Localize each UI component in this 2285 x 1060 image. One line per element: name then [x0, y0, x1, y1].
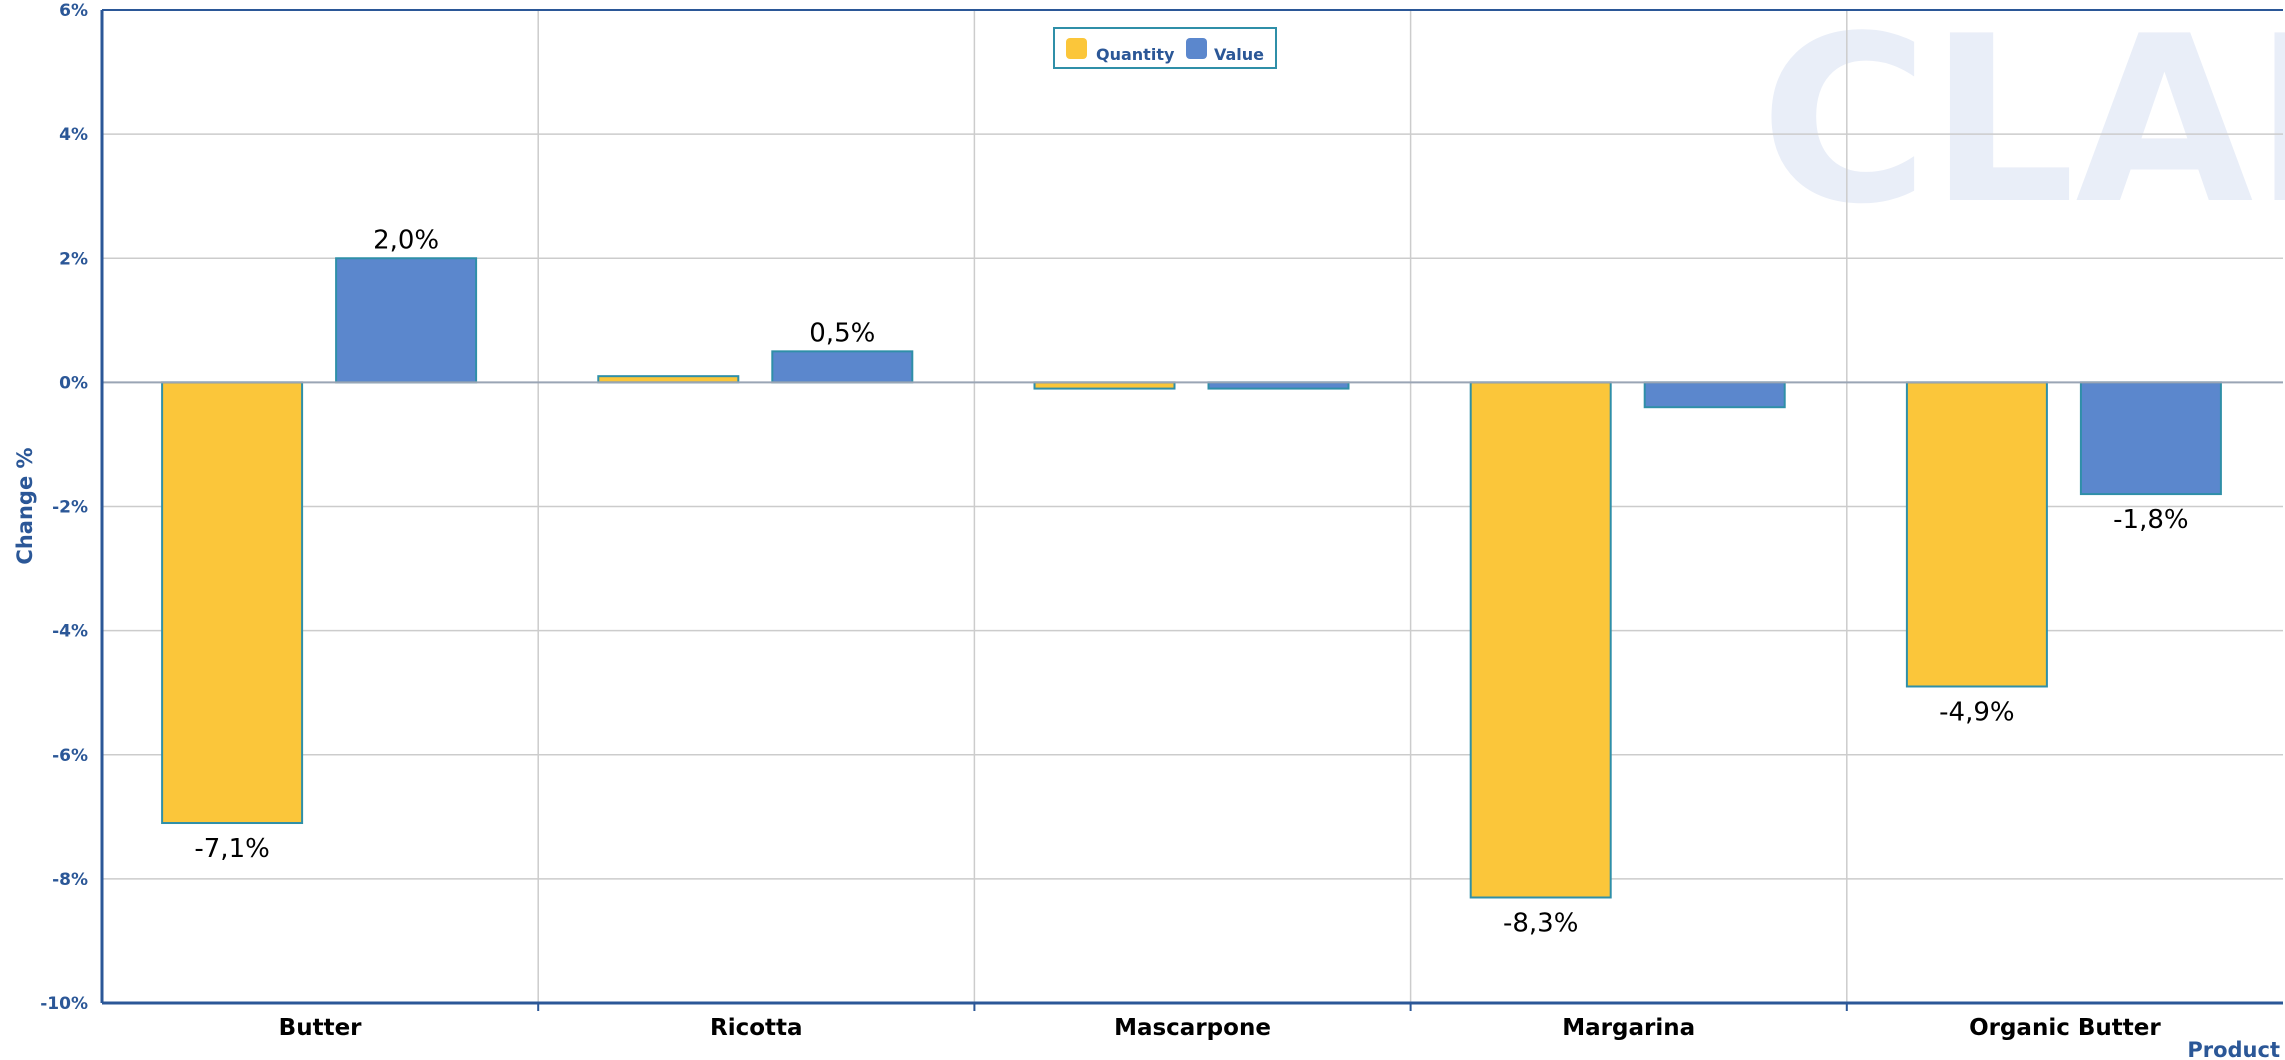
- y-tick-label: -2%: [52, 498, 88, 518]
- axes: [100, 9, 2283, 1011]
- legend-swatch-quantity: [1066, 38, 1087, 59]
- watermark: CLAL: [1760, 0, 2285, 255]
- data-label: -1,8%: [2113, 505, 2188, 535]
- data-label: -7,1%: [194, 834, 269, 864]
- bar-quantity-organic-butter: [1905, 381, 2048, 688]
- y-tick-label: 0%: [59, 373, 88, 393]
- y-tick-label: -8%: [52, 870, 88, 890]
- x-axis-title: Product: [2187, 1038, 2280, 1060]
- x-tick-label: Margarina: [1562, 1015, 1695, 1041]
- clal-watermark: CLAL: [1760, 0, 2285, 255]
- bar-value-butter: [335, 257, 478, 384]
- x-tick-label: Ricotta: [710, 1015, 803, 1041]
- data-label: -4,9%: [1939, 697, 2014, 727]
- bar-quantity-butter: [161, 381, 304, 825]
- legend-swatch-value: [1186, 38, 1207, 59]
- x-tick-label: Butter: [279, 1015, 362, 1041]
- y-tick-label: -10%: [40, 994, 88, 1014]
- x-tick-label: Organic Butter: [1969, 1015, 2161, 1041]
- legend-box: [1053, 27, 1277, 69]
- y-tick-label: 6%: [59, 1, 88, 21]
- bar-value-margarina: [1643, 381, 1786, 409]
- y-tick-label: -4%: [52, 622, 88, 642]
- y-tick-label: 2%: [59, 249, 88, 269]
- data-label: 2,0%: [373, 225, 439, 255]
- bar-quantity-margarina: [1469, 381, 1612, 899]
- legend-label-value: Value: [1214, 45, 1264, 64]
- data-label: -8,3%: [1503, 908, 1578, 938]
- labels: 6% 4% 2% 0% -2% -4% -6% -8% -10% -7,1% -8,3% -4,9% 2…: [13, 1, 2280, 1060]
- legend-item-quantity[interactable]: Quantity: [1066, 38, 1175, 64]
- bar-value-organic-butter: [2079, 381, 2222, 496]
- y-axis-title: Change %: [13, 447, 37, 564]
- x-tick-label: Mascarpone: [1114, 1015, 1271, 1041]
- bar-value-ricotta: [771, 350, 914, 384]
- legend[interactable]: Quantity Value: [1053, 27, 1277, 69]
- y-tick-label: -6%: [52, 746, 88, 766]
- legend-item-value[interactable]: Value: [1186, 38, 1264, 64]
- data-label: 0,5%: [809, 318, 875, 348]
- y-tick-label: 4%: [59, 125, 88, 145]
- legend-label-quantity: Quantity: [1096, 45, 1175, 64]
- bars: [161, 257, 2222, 899]
